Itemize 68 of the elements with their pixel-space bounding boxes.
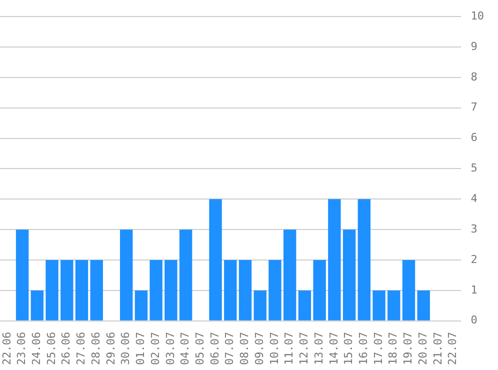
bar	[372, 290, 386, 320]
bar	[254, 290, 266, 320]
y-tick-label: 1	[470, 283, 478, 296]
x-tick-label: 26.06	[60, 332, 73, 366]
x-tick-label: 07.07	[223, 332, 236, 366]
bar	[90, 260, 103, 320]
x-tick-label: 14.07	[327, 332, 340, 366]
x-tick-label: 30.06	[119, 332, 132, 366]
bar	[328, 199, 341, 320]
x-tick-label: 05.07	[194, 332, 207, 366]
bar	[16, 230, 29, 320]
x-tick-label: 24.06	[30, 332, 44, 366]
x-tick-label: 12.07	[298, 332, 311, 366]
x-tick-label: 21.07	[431, 332, 444, 366]
bar	[388, 290, 400, 320]
x-tick-label: 09.07	[252, 332, 266, 366]
bar	[60, 260, 74, 320]
x-tick-label: 22.07	[446, 332, 460, 366]
x-tick-label: 08.07	[238, 332, 252, 366]
x-tick-label: 22.06	[0, 332, 14, 366]
x-tick-label: 23.06	[15, 332, 28, 366]
bar	[75, 260, 88, 320]
bar	[417, 290, 430, 320]
bar	[224, 260, 237, 320]
x-tick-label: 13.07	[312, 332, 326, 366]
bar	[46, 260, 58, 320]
bar	[268, 260, 282, 320]
bar	[134, 290, 148, 320]
bar	[298, 290, 312, 320]
bar	[209, 199, 222, 320]
x-tick-label: 27.06	[74, 332, 88, 366]
x-tick-label: 28.06	[89, 332, 102, 366]
y-tick-label: 2	[470, 252, 478, 266]
x-tick-label: 18.07	[386, 332, 400, 366]
x-tick-label: 03.07	[164, 332, 177, 366]
y-tick-label: 5	[470, 162, 478, 175]
bar	[342, 230, 356, 320]
x-tick-label: 17.07	[372, 332, 385, 366]
bar	[164, 260, 178, 320]
y-tick-label: 4	[470, 192, 478, 206]
x-tick-label: 29.06	[104, 332, 118, 366]
x-tick-label: 15.07	[342, 332, 356, 366]
bar	[150, 260, 162, 320]
y-tick-label: 8	[470, 70, 478, 84]
y-tick-label: 6	[470, 131, 478, 144]
x-tick-label: 16.07	[357, 332, 370, 366]
x-tick-label: 10.07	[268, 332, 281, 366]
x-tick-label: 25.06	[44, 332, 58, 366]
bar	[30, 290, 44, 320]
y-tick-label: 10	[470, 9, 484, 22]
bar	[402, 260, 416, 320]
bar	[120, 230, 133, 320]
x-tick-label: 01.07	[134, 332, 148, 366]
y-tick-label: 3	[470, 222, 478, 236]
x-tick-label: 06.07	[208, 332, 222, 366]
y-tick-label: 9	[470, 40, 478, 53]
bar	[283, 230, 296, 320]
x-tick-label: 19.07	[402, 332, 415, 366]
x-tick-label: 02.07	[148, 332, 162, 366]
x-tick-label: 20.07	[416, 332, 430, 366]
bar	[238, 260, 252, 320]
x-tick-label: 04.07	[178, 332, 192, 366]
bar	[358, 199, 370, 320]
x-tick-label: 11.07	[282, 332, 296, 366]
y-tick-label: 7	[470, 100, 478, 114]
y-tick-label: 0	[470, 314, 478, 327]
bar	[179, 230, 192, 320]
bar	[313, 260, 326, 320]
